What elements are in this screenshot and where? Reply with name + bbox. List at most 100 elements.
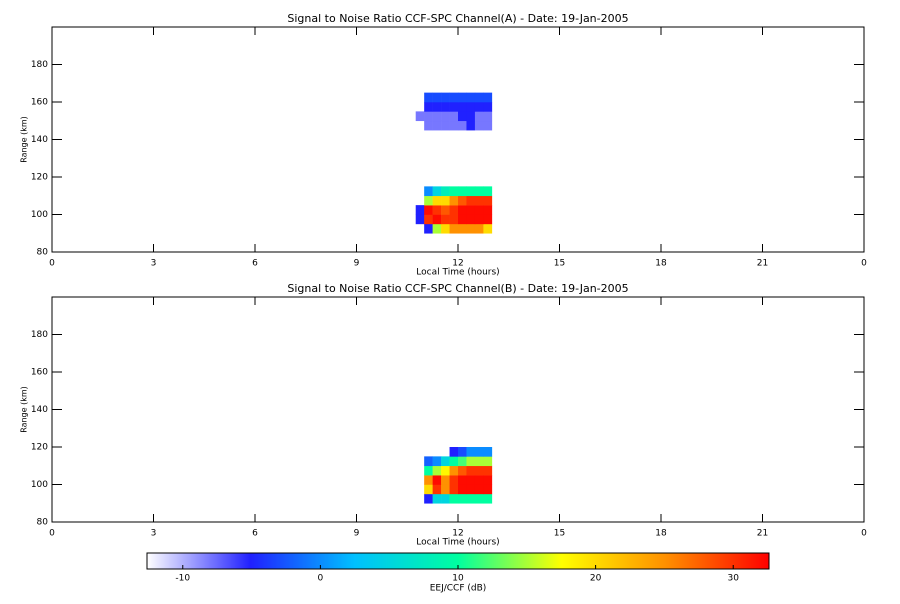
x-tick-label: 18: [655, 529, 667, 539]
heatmap-cell: [424, 186, 433, 197]
heatmap-cell: [432, 195, 442, 206]
x-tick-label: 21: [757, 529, 768, 539]
heatmap-cell: [441, 214, 450, 225]
heatmap-cell: [432, 214, 442, 225]
heatmap-cell: [424, 456, 433, 467]
y-tick-label: 140: [31, 405, 48, 415]
heatmap-cell: [466, 456, 476, 467]
x-tick-label: 15: [554, 529, 565, 539]
heatmap-cell: [424, 484, 433, 495]
heatmap-cell: [483, 475, 493, 485]
x-axis-label: Local Time (hours): [416, 538, 499, 548]
heatmap-cell: [474, 465, 484, 476]
heatmap-cell: [432, 465, 442, 476]
heatmap-cell: [458, 475, 467, 485]
heatmap-cell: [441, 456, 450, 467]
colorbar-tick-label: 20: [590, 574, 602, 584]
heatmap-cell: [474, 92, 484, 103]
heatmap-cell: [466, 223, 476, 234]
y-tick-label: 160: [31, 368, 48, 378]
y-tick-label: 180: [31, 60, 48, 70]
x-tick-label: 3: [151, 259, 157, 269]
y-tick-label: 80: [37, 248, 49, 258]
heatmap-cell: [424, 120, 433, 131]
heatmap-cell: [449, 447, 459, 457]
heatmap-cell: [474, 205, 484, 215]
heatmap-cell: [466, 447, 476, 457]
heatmap-cell: [483, 484, 493, 495]
heatmap-cell: [424, 195, 433, 206]
heatmap-cell: [449, 102, 459, 112]
x-tick-label: 0: [861, 259, 867, 269]
heatmap-cell: [474, 484, 484, 495]
colorbar-label: EEJ/CCF (dB): [430, 584, 487, 594]
heatmap-cell: [449, 493, 459, 504]
chart-title: Signal to Noise Ratio CCF-SPC Channel(B)…: [287, 282, 628, 295]
colorbar-tick-label: 30: [727, 574, 739, 584]
heatmap-cell: [458, 493, 467, 504]
heatmap-cell: [441, 205, 450, 215]
chart-title: Signal to Noise Ratio CCF-SPC Channel(A)…: [287, 12, 628, 25]
heatmap-cell: [441, 493, 450, 504]
x-tick-label: 21: [757, 259, 768, 269]
heatmap-cell: [441, 484, 450, 495]
y-tick-label: 120: [31, 173, 48, 183]
x-tick-label: 12: [452, 529, 463, 539]
heatmap-cell: [424, 493, 433, 504]
heatmap-cell: [432, 120, 442, 131]
heatmap-cell: [415, 111, 425, 122]
heatmap-cell: [449, 465, 459, 476]
colorbar-tick-label: 0: [318, 574, 324, 584]
heatmap-cell: [474, 214, 484, 225]
heatmap-cell: [466, 111, 476, 122]
heatmap-cell: [458, 214, 467, 225]
heatmap-cell: [458, 223, 467, 234]
heatmap-cell: [458, 92, 467, 103]
heatmap-cell: [424, 214, 433, 225]
heatmap-cell: [466, 214, 476, 225]
heatmap-cell: [483, 493, 493, 504]
heatmap-cell: [424, 111, 433, 122]
heatmap-cell: [483, 195, 493, 206]
heatmap-cell: [441, 111, 450, 122]
heatmap-cell: [441, 195, 450, 206]
heatmap-cell: [449, 205, 459, 215]
heatmap-cell: [483, 447, 493, 457]
heatmap-cell: [483, 92, 493, 103]
heatmap-cell: [474, 111, 484, 122]
heatmap-cell: [424, 465, 433, 476]
heatmap-cell: [483, 111, 493, 122]
heatmap-cell: [432, 456, 442, 467]
heatmap-cell: [483, 120, 493, 131]
x-tick-label: 9: [354, 259, 360, 269]
heatmap-cell: [458, 447, 467, 457]
heatmap-cell: [449, 223, 459, 234]
heatmap-cell: [483, 465, 493, 476]
y-axis-label: Range (km): [20, 386, 29, 433]
y-tick-label: 140: [31, 135, 48, 145]
heatmap-cell: [474, 447, 484, 457]
y-axis-label: Range (km): [20, 116, 29, 163]
heatmap-cell: [432, 111, 442, 122]
x-tick-label: 15: [554, 259, 565, 269]
heatmap-cell: [432, 92, 442, 103]
heatmap-cell: [424, 475, 433, 485]
heatmap-cell: [449, 214, 459, 225]
heatmap-cell: [449, 456, 459, 467]
heatmap-cell: [466, 195, 476, 206]
heatmap-cell: [449, 120, 459, 131]
heatmap-cell: [424, 205, 433, 215]
heatmap-cell: [474, 493, 484, 504]
heatmap-cell: [458, 456, 467, 467]
heatmap-cell: [458, 102, 467, 112]
y-tick-label: 120: [31, 443, 48, 453]
heatmap-cell: [483, 186, 493, 197]
heatmap-cell: [458, 465, 467, 476]
heatmap-cell: [466, 465, 476, 476]
heatmap-cell: [424, 92, 433, 103]
x-tick-label: 0: [49, 529, 55, 539]
y-tick-label: 100: [31, 210, 48, 220]
y-tick-label: 80: [37, 518, 49, 528]
y-tick-label: 160: [31, 98, 48, 108]
